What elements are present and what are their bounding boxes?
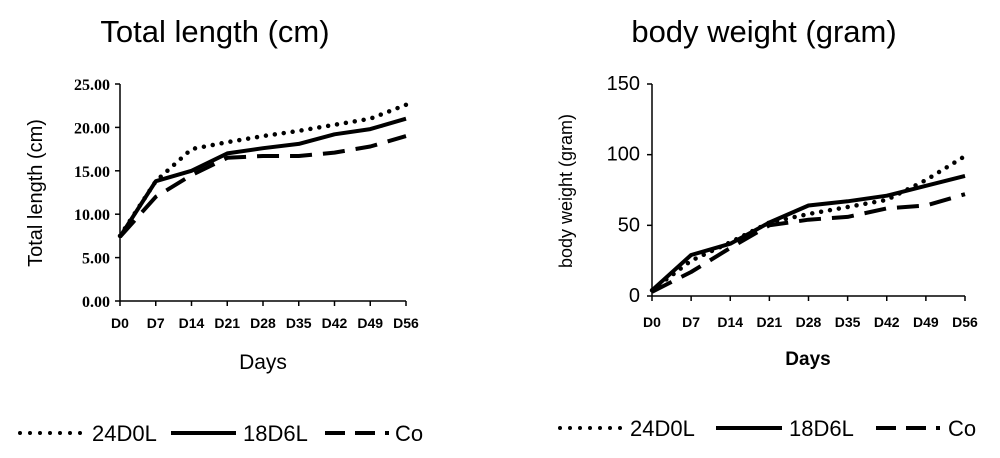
x-tick-label: D0 <box>643 314 661 330</box>
x-tick-label: D42 <box>874 314 900 330</box>
legend-item-18d6l: 18D6L <box>171 421 308 446</box>
legend-label: Co <box>948 416 976 441</box>
x-tick-label: D28 <box>250 315 276 331</box>
y-tick-label: 10.00 <box>74 207 110 224</box>
y-axis-label: Total length (cm) <box>25 119 47 267</box>
legend-item-24d0l: 24D0L <box>18 421 157 446</box>
legend-label: 18D6L <box>243 421 308 446</box>
y-tick-label: 25.00 <box>74 77 110 94</box>
x-tick-label: D21 <box>214 315 240 331</box>
series-line-18d6l <box>650 173 966 292</box>
x-tick-label: D42 <box>322 315 348 331</box>
legend-label: Co <box>395 421 423 446</box>
x-tick-label: D7 <box>147 315 165 331</box>
y-tick-label: 5.00 <box>82 251 110 268</box>
y-tick-label: 15.00 <box>74 164 110 181</box>
series-line-co <box>651 192 966 294</box>
x-tick-label: D14 <box>717 314 743 330</box>
legend-item-co: Co <box>325 421 423 446</box>
x-axis-label: Days <box>785 349 830 370</box>
legend-label: 18D6L <box>789 416 854 441</box>
series-line-co <box>118 134 407 239</box>
legend: 24D0L 18D6L Co <box>18 421 423 446</box>
x-tick-label: D14 <box>179 315 205 331</box>
chart-body-weight: body weight (gram) body weight (gram) Da… <box>556 14 978 441</box>
legend-item-co: Co <box>876 416 976 441</box>
series-line-18d6l <box>118 116 407 238</box>
x-tick-label: D7 <box>682 314 700 330</box>
chart-total-length: Total length (cm) Total length (cm) Days… <box>18 14 423 446</box>
y-tick-label: 150 <box>607 73 640 95</box>
x-tick-label: D56 <box>952 314 978 330</box>
chart-title: Total length (cm) <box>100 14 329 49</box>
x-tick-label: D49 <box>357 315 383 331</box>
x-axis-label: Days <box>239 351 287 374</box>
y-axis-label: body weight (gram) <box>556 114 576 268</box>
legend-item-18d6l: 18D6L <box>716 416 854 441</box>
series-line-24d0l <box>649 153 968 293</box>
plot-area: 0.00 5.00 10.00 15.00 20.00 25.00 D0 D7 D14 D21 D2… <box>74 77 419 331</box>
y-tick-label: 0.00 <box>82 294 110 311</box>
y-tick-label: 100 <box>607 144 640 166</box>
x-tick-label: D35 <box>286 315 312 331</box>
legend: 24D0L 18D6L Co <box>558 416 976 441</box>
legend-label: 24D0L <box>630 416 695 441</box>
x-tick-label: D21 <box>757 314 783 330</box>
x-tick-label: D0 <box>111 315 129 331</box>
legend-label: 24D0L <box>92 421 157 446</box>
x-tick-label: D49 <box>913 314 939 330</box>
x-tick-label: D35 <box>835 314 861 330</box>
chart-title: body weight (gram) <box>631 14 896 49</box>
y-tick-label: 20.00 <box>74 120 110 137</box>
y-tick-label: 0 <box>629 285 640 307</box>
x-tick-label: D56 <box>393 315 419 331</box>
y-tick-label: 50 <box>618 214 640 236</box>
legend-item-24d0l: 24D0L <box>558 416 695 441</box>
x-tick-label: D28 <box>796 314 822 330</box>
plot-area: 0 50 100 150 D0 D7 D14 D21 D28 D35 D42 D49 D56 <box>607 73 978 330</box>
series-line-24d0l <box>117 102 409 239</box>
